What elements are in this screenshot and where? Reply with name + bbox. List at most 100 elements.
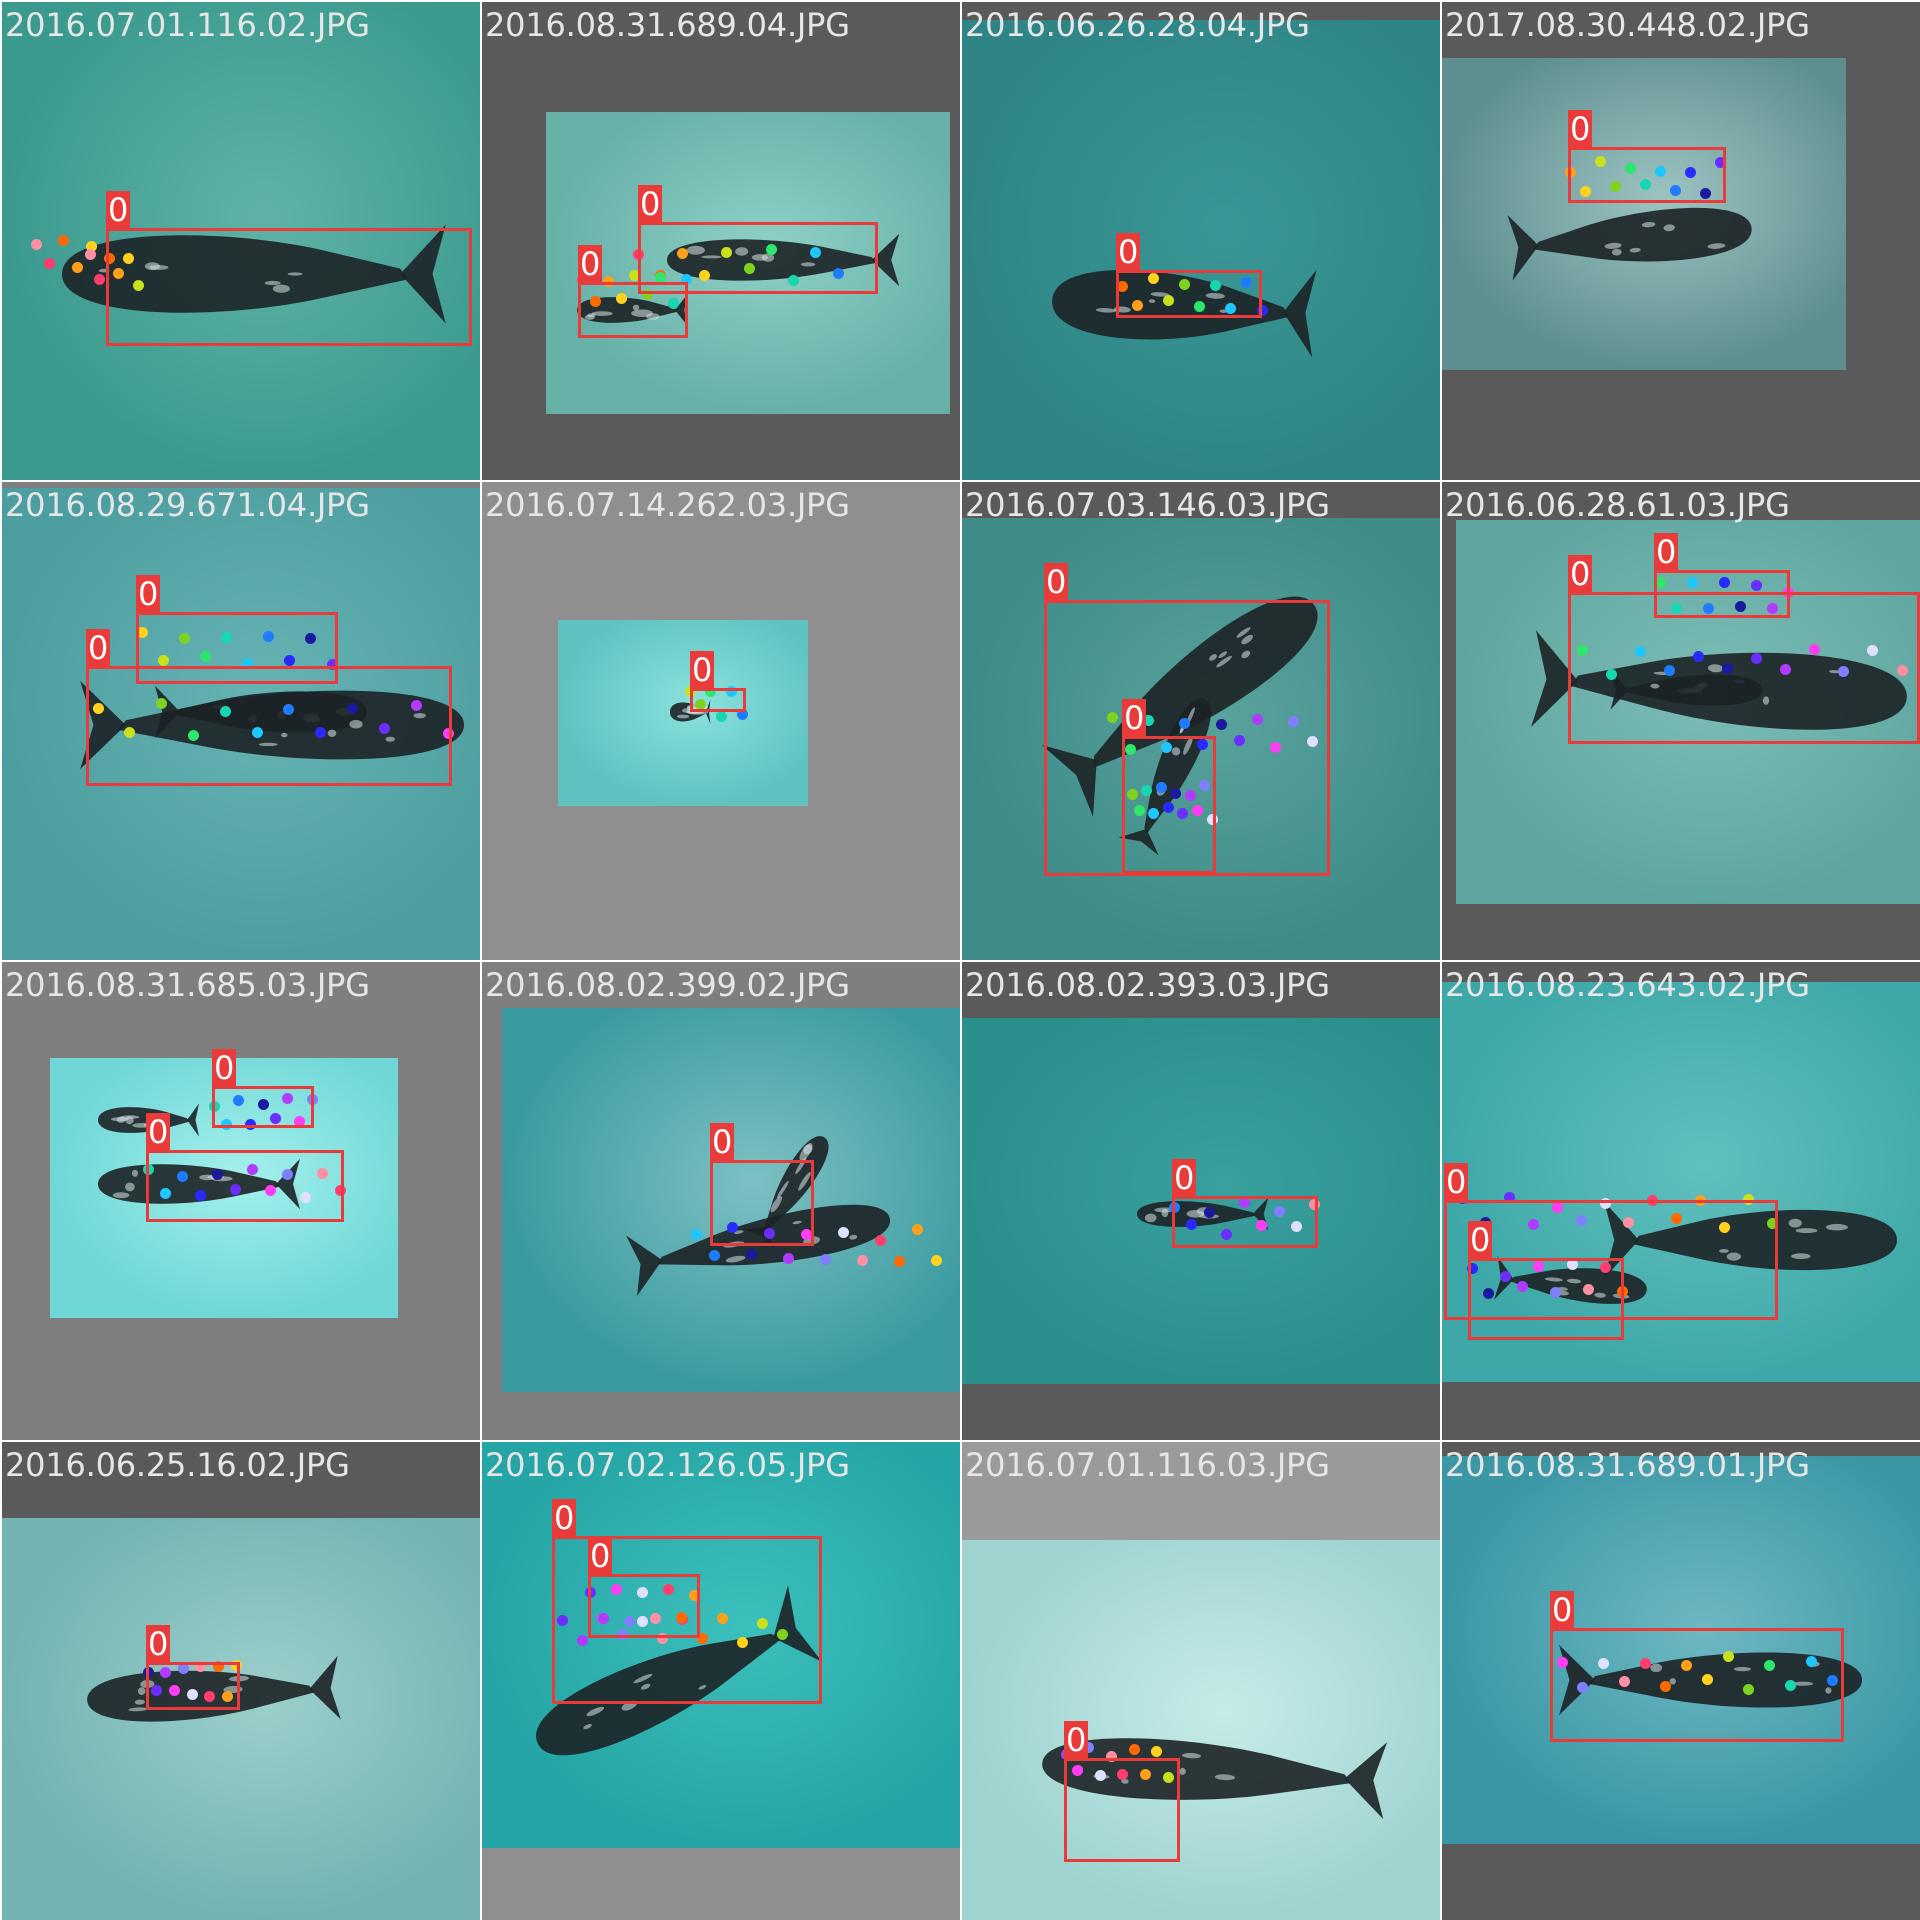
keypoint-marker	[688, 1590, 700, 1602]
keypoint-marker	[1780, 664, 1792, 676]
keypoint-marker	[1701, 1673, 1713, 1685]
keypoint-marker	[556, 1615, 568, 1627]
keypoint-marker	[124, 726, 136, 738]
detection-box: 0	[136, 575, 338, 684]
keypoint-marker	[1215, 719, 1227, 730]
keypoint-marker	[177, 1662, 189, 1674]
keypoint-marker	[1639, 1657, 1651, 1669]
keypoint-marker	[893, 1255, 905, 1267]
keypoint-marker	[1556, 1657, 1568, 1668]
aerial-photo	[962, 1018, 1440, 1384]
image-filename: 2016.07.02.126.05.JPG	[485, 1446, 850, 1484]
keypoint-marker	[1128, 1743, 1140, 1755]
keypoint-marker	[1663, 665, 1675, 677]
keypoint-marker	[1206, 813, 1218, 825]
keypoint-marker	[1094, 1769, 1106, 1781]
class-label: 0	[578, 245, 603, 283]
keypoint-marker	[801, 1228, 813, 1240]
keypoint-marker	[1161, 741, 1172, 753]
keypoint-marker	[1142, 714, 1154, 726]
image-filename: 2016.07.01.116.03.JPG	[965, 1446, 1330, 1484]
image-filename: 2016.08.31.689.01.JPG	[1445, 1446, 1810, 1484]
keypoint-marker	[636, 1586, 648, 1598]
keypoint-marker	[186, 1689, 198, 1701]
keypoint-marker	[1599, 1197, 1611, 1209]
keypoint-marker	[662, 1584, 674, 1596]
class-label: 0	[106, 191, 131, 229]
keypoint-marker	[1634, 646, 1646, 658]
keypoint-marker	[1071, 1765, 1083, 1777]
keypoint-marker	[1670, 603, 1682, 615]
keypoint-marker	[1686, 576, 1698, 588]
keypoint-marker	[1105, 1751, 1117, 1763]
keypoint-marker	[233, 1095, 244, 1106]
keypoint-marker	[1826, 1674, 1838, 1686]
keypoint-marker	[654, 272, 666, 283]
keypoint-marker	[44, 258, 56, 270]
class-label: 0	[1568, 110, 1593, 148]
keypoint-marker	[294, 1115, 306, 1127]
keypoint-marker	[1551, 1201, 1563, 1213]
image-tile: 0 2016.06.25.16.02.JPG	[2, 1442, 480, 1920]
keypoint-marker	[788, 274, 800, 286]
keypoint-marker	[1734, 600, 1746, 612]
keypoint-marker	[1308, 1198, 1320, 1210]
keypoint-marker	[680, 274, 692, 286]
whale-silhouette	[1559, 1644, 1862, 1716]
whale-silhouette	[536, 1585, 823, 1756]
keypoint-marker	[257, 1098, 269, 1110]
detection-box: 0	[1444, 1163, 1778, 1320]
detection-box: 0	[1044, 563, 1330, 876]
keypoint-marker	[1624, 162, 1636, 174]
keypoint-marker	[615, 293, 627, 305]
keypoint-marker	[690, 1228, 702, 1240]
keypoint-marker	[838, 1226, 850, 1238]
whale-layer	[1507, 207, 1752, 281]
keypoint-marker	[1583, 1283, 1595, 1295]
keypoint-marker	[113, 268, 125, 279]
keypoint-marker	[856, 1254, 868, 1266]
keypoint-marker	[1722, 663, 1733, 675]
keypoint-marker	[716, 1613, 728, 1624]
whale-layer	[1531, 630, 1907, 730]
keypoint-marker	[1225, 303, 1237, 314]
image-filename: 2016.06.25.16.02.JPG	[5, 1446, 350, 1484]
image-tile: 0 2016.07.01.116.02.JPG	[2, 2, 480, 480]
keypoint-marker	[204, 1691, 216, 1703]
keypoint-marker	[1575, 1214, 1587, 1226]
keypoint-marker	[1184, 789, 1196, 801]
keypoint-marker	[1306, 735, 1318, 747]
keypoint-marker	[58, 235, 69, 247]
keypoint-marker	[92, 703, 104, 715]
aerial-photo	[962, 1540, 1440, 1920]
whale-layer	[536, 1585, 823, 1756]
whale-silhouette	[87, 1655, 341, 1722]
image-tile: 0 2016.08.31.689.01.JPG	[1442, 1442, 1920, 1920]
image-tile: 0 2016.08.02.399.02.JPG	[482, 962, 960, 1440]
keypoint-marker	[1579, 186, 1591, 198]
keypoint-marker	[1594, 155, 1606, 167]
keypoint-marker	[1483, 1287, 1495, 1299]
class-label: 0	[136, 575, 161, 613]
keypoint-marker	[1702, 603, 1714, 615]
keypoint-marker	[745, 1248, 757, 1260]
keypoint-marker	[1083, 1742, 1095, 1754]
keypoint-marker	[1766, 602, 1778, 614]
keypoint-marker	[602, 275, 614, 287]
keypoint-marker	[283, 704, 295, 716]
keypoint-marker	[636, 1615, 648, 1627]
class-label: 0	[1172, 1159, 1197, 1197]
keypoint-marker	[1699, 188, 1711, 199]
keypoint-marker	[1252, 714, 1263, 726]
keypoint-marker	[221, 1690, 233, 1702]
keypoint-marker	[195, 1660, 207, 1672]
keypoint-marker	[743, 262, 755, 274]
keypoint-marker	[1499, 1271, 1511, 1283]
class-label: 0	[1044, 563, 1069, 601]
keypoint-marker	[157, 654, 169, 666]
image-filename: 2016.08.02.399.02.JPG	[485, 966, 850, 1004]
keypoint-marker	[242, 657, 254, 669]
keypoint-marker	[1148, 808, 1160, 820]
keypoint-marker	[1186, 1218, 1197, 1230]
keypoint-marker	[269, 1113, 281, 1125]
